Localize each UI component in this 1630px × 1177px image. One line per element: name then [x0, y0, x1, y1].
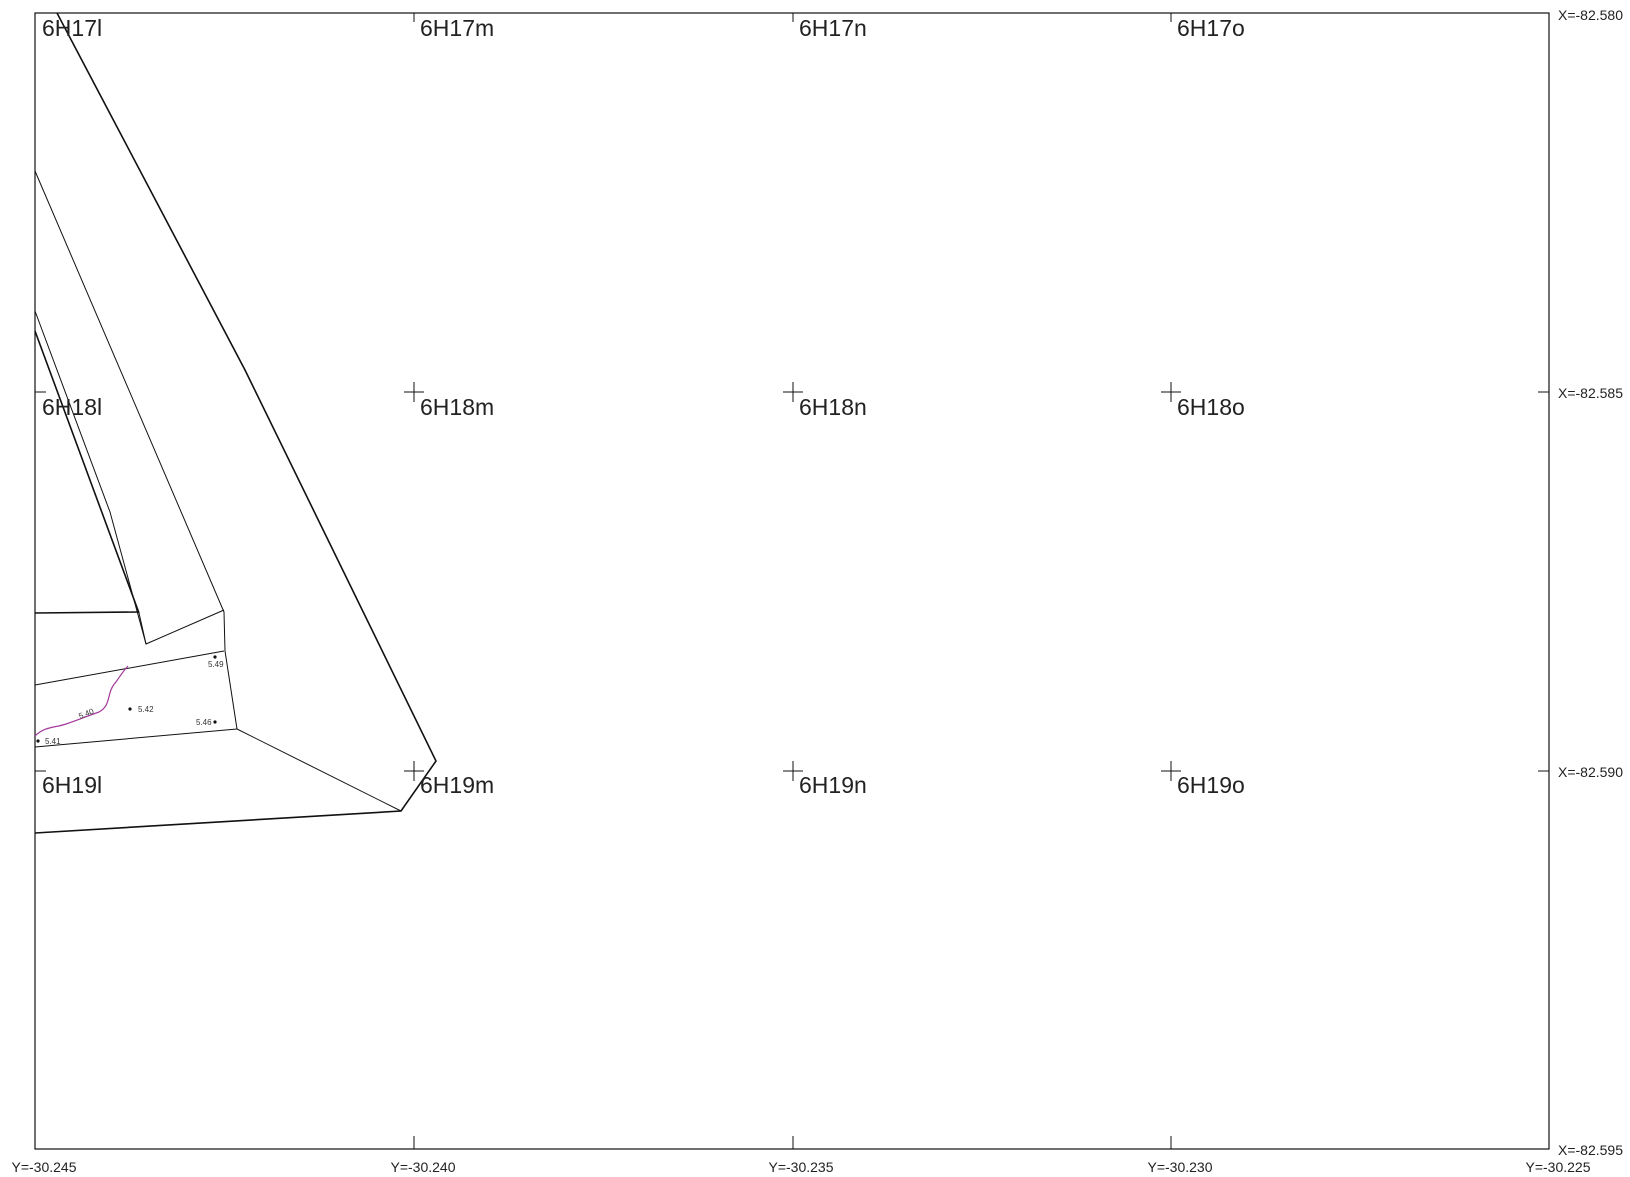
elevation-label: 5.42 [138, 705, 154, 714]
y-coordinate-labels: Y=-30.245 Y=-30.240 Y=-30.235 Y=-30.230 … [12, 1159, 1591, 1175]
sheet-label: 6H18m [420, 394, 494, 420]
grid-crosses [404, 382, 1181, 781]
elevation-point [213, 720, 217, 724]
sheet-label: 6H17n [799, 15, 867, 41]
contour-line [34, 665, 129, 737]
sheet-label: 6H19n [799, 772, 867, 798]
y-coordinate-label: Y=-30.230 [1148, 1159, 1213, 1175]
sheet-labels: 6H17l 6H17m 6H17n 6H17o 6H18l 6H18m 6H18… [42, 15, 1245, 798]
sheet-label: 6H19o [1177, 772, 1245, 798]
elevation-label: 5.46 [196, 718, 212, 727]
sheet-label: 6H17l [42, 15, 102, 41]
map-frame [34, 12, 1550, 1150]
sheet-label: 6H17o [1177, 15, 1245, 41]
inner-strip-edge [34, 310, 225, 645]
x-coordinate-label: X=-82.595 [1558, 1142, 1623, 1158]
elevation-point [36, 739, 40, 743]
road-outer-edge [34, 12, 437, 834]
contour-label: 5.40 [77, 706, 95, 720]
sheet-label: 6H19l [42, 772, 102, 798]
lower-parcel-top [34, 650, 225, 686]
y-coordinate-label: Y=-30.235 [769, 1159, 834, 1175]
x-coordinate-labels: X=-82.580 X=-82.585 X=-82.590 X=-82.595 [1558, 7, 1623, 1158]
y-coordinate-label: Y=-30.245 [12, 1159, 77, 1175]
elevation-label: 5.49 [208, 660, 224, 669]
inner-strip-bold-edge [34, 330, 140, 614]
elevation-point [213, 655, 217, 659]
sheet-label: 6H18l [42, 394, 102, 420]
x-coordinate-label: X=-82.585 [1558, 385, 1623, 401]
parcel-boundary [34, 611, 140, 614]
sheet-label: 6H18n [799, 394, 867, 420]
x-coordinate-label: X=-82.580 [1558, 7, 1623, 23]
parcel-lines [34, 12, 437, 834]
sheet-label: 6H17m [420, 15, 494, 41]
lower-parcel-bottom [34, 728, 238, 748]
elevation-point [128, 707, 132, 711]
y-coordinate-label: Y=-30.225 [1526, 1159, 1591, 1175]
y-coordinate-label: Y=-30.240 [391, 1159, 456, 1175]
elevation-label: 5.41 [45, 737, 61, 746]
road-inner-edge [34, 170, 402, 812]
x-coordinate-label: X=-82.590 [1558, 764, 1623, 780]
sheet-label: 6H19m [420, 772, 494, 798]
sheet-label: 6H18o [1177, 394, 1245, 420]
strip-end [138, 612, 147, 645]
